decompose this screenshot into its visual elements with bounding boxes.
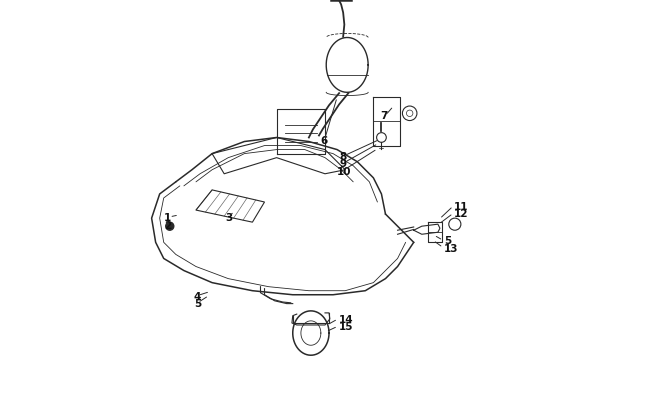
Text: 8: 8 <box>339 151 346 161</box>
Text: 11: 11 <box>454 202 469 211</box>
Text: 12: 12 <box>454 209 469 219</box>
Text: 3: 3 <box>225 212 232 222</box>
Text: 1: 1 <box>164 212 171 222</box>
Text: 6: 6 <box>320 135 328 145</box>
Text: 14: 14 <box>339 314 354 324</box>
Text: 5: 5 <box>194 298 202 308</box>
Text: 9: 9 <box>339 158 346 168</box>
Text: 10: 10 <box>337 166 352 176</box>
Text: 5: 5 <box>444 236 451 246</box>
Text: 7: 7 <box>381 111 388 121</box>
Circle shape <box>166 223 174 231</box>
Text: 15: 15 <box>339 322 353 331</box>
Text: 13: 13 <box>444 243 458 254</box>
Text: 4: 4 <box>194 291 202 301</box>
Text: 2: 2 <box>164 220 171 230</box>
